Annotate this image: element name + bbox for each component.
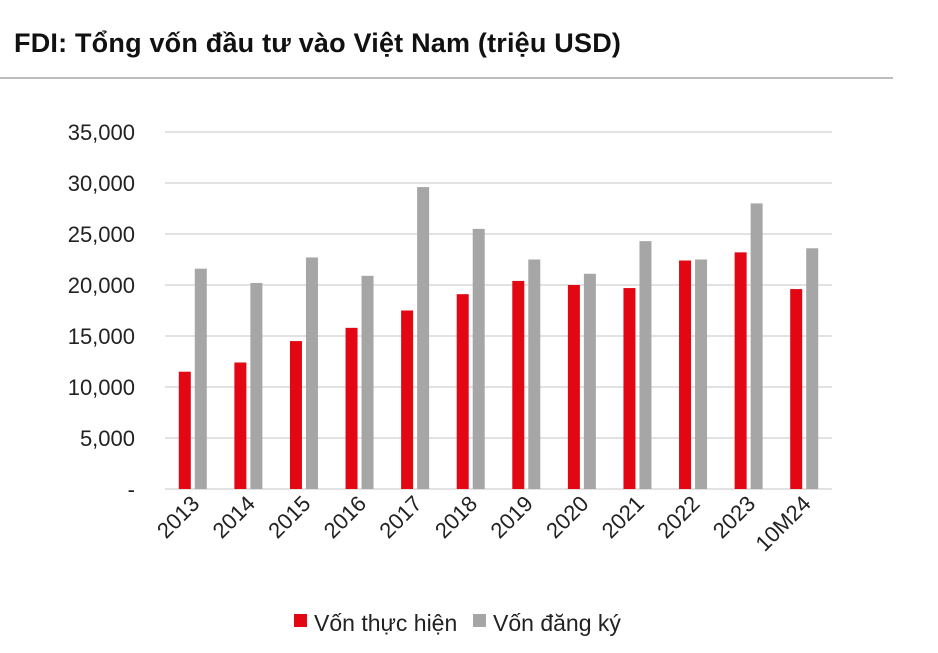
legend-label: Vốn đăng ký [493,610,621,636]
y-tick-label: 20,000 [68,273,135,298]
gridlines [165,131,832,490]
x-tick-label: 2014 [208,491,260,543]
y-tick-label: 25,000 [68,222,135,247]
bar-von-dang-ky [583,273,596,489]
bar-von-dang-ky [305,257,318,489]
legend: Vốn thực hiện Vốn đăng ký [294,610,621,636]
bar-von-dang-ky [639,241,652,489]
bars [178,187,819,489]
y-tick-label: - [128,477,135,502]
y-tick-label: 10,000 [68,375,135,400]
bar-von-dang-ky [194,268,207,489]
bar-von-dang-ky [250,282,263,489]
x-axis-ticks: 2013 2014 2015 2016 2017 2018 2019 2020 2021 2022… [152,491,816,556]
x-tick-label: 2018 [430,491,482,543]
x-tick-label: 2022 [652,491,704,543]
bar-von-thuc-hien [567,285,580,489]
y-tick-label: 5,000 [80,426,135,451]
bar-von-thuc-hien [401,310,414,489]
bar-von-thuc-hien [178,371,191,489]
chart-title: FDI: Tổng vốn đầu tư vào Việt Nam (triệu… [14,28,622,58]
bar-von-thuc-hien [512,280,525,489]
bar-von-thuc-hien [734,252,747,489]
y-axis-ticks: - 5,000 10,000 15,000 20,000 25,000 30,000 35,0… [68,120,135,502]
y-tick-label: 35,000 [68,120,135,145]
y-tick-label: 30,000 [68,171,135,196]
bar-von-thuc-hien [456,294,469,489]
bar-von-dang-ky [528,259,541,489]
bar-von-dang-ky [695,259,708,489]
x-tick-label: 2013 [152,491,204,543]
x-tick-label: 2017 [374,491,426,543]
bar-von-thuc-hien [289,341,302,489]
bar-von-thuc-hien [623,288,636,489]
x-tick-label: 2019 [486,491,538,543]
y-tick-label: 15,000 [68,324,135,349]
legend-swatch [294,614,307,627]
bar-von-dang-ky [417,187,430,489]
x-tick-label: 2015 [263,491,315,543]
bar-von-dang-ky [750,203,763,489]
x-tick-label: 10M24 [750,491,815,556]
legend-label: Vốn thực hiện [314,610,457,636]
bar-von-thuc-hien [790,289,803,489]
legend-swatch [473,614,486,627]
bar-von-dang-ky [361,275,374,489]
bar-von-thuc-hien [679,260,692,489]
x-tick-label: 2016 [319,491,371,543]
bar-von-thuc-hien [345,327,358,489]
bar-von-dang-ky [472,228,485,489]
bar-von-thuc-hien [234,362,247,489]
x-tick-label: 2021 [597,491,649,543]
x-tick-label: 2020 [541,491,593,543]
bar-von-dang-ky [806,248,819,489]
title-divider [0,77,893,79]
